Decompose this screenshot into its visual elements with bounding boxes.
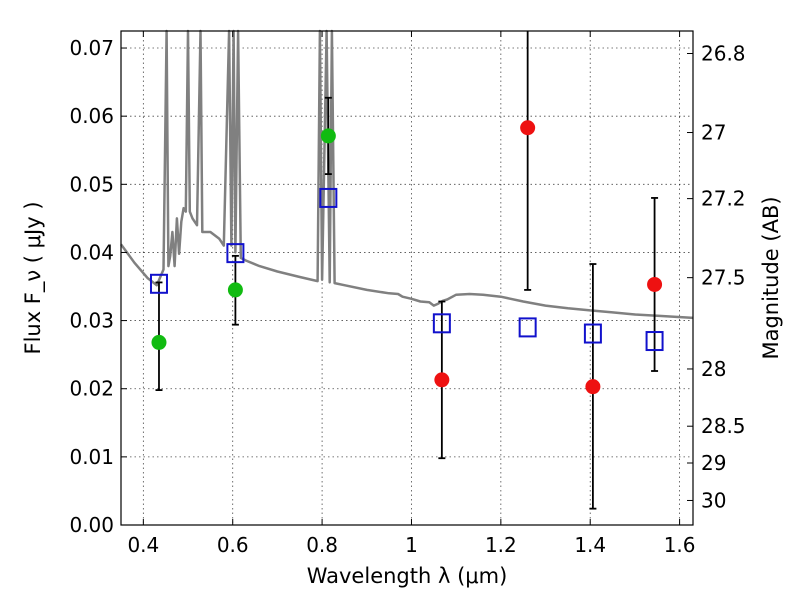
y-tick-label: 0.07 [69,36,114,60]
y-tick-label: 0.02 [69,377,114,401]
sed-curve [119,29,694,320]
observed-flux-point [647,276,663,292]
x-axis-label: Wavelength λ (μm) [307,564,508,588]
observed-flux-point [151,334,167,350]
x-tick-label: 0.8 [306,533,338,557]
plot-frame [120,30,694,526]
y-axis-label: Flux F_ν ( μJy ) [21,201,46,354]
model-flux-square [319,187,338,208]
model-flux-square [432,313,451,334]
y2-tick-label: 26.8 [701,41,746,65]
y-tick-label: 0.00 [69,513,114,537]
observed-flux-point [520,120,536,136]
y2-tick-label: 27 [701,121,726,145]
model-flux-square [149,273,168,294]
y-tick-label: 0.06 [69,104,114,128]
model-flux-square [583,323,602,344]
y2-tick-label: 27.5 [701,266,746,290]
y2-tick-label: 27.2 [701,187,746,211]
observed-flux-point [227,282,243,298]
y2-axis-label: Magnitude (AB) [759,196,783,359]
x-tick-label: 1.4 [574,533,606,557]
y-tick-label: 0.05 [69,172,114,196]
y-tick-label: 0.01 [69,445,114,469]
model-flux-square [645,331,664,352]
y2-tick-label: 28 [701,357,726,381]
x-tick-label: 1.6 [664,533,696,557]
y2-tick-label: 29 [701,451,726,475]
observed-flux-point [434,372,450,388]
axes: 0.4 0.6 0.8 1 1.2 1.4 1.6 0.00 0.01 0.02 0.03 0.04 0… [69,31,746,557]
model-flux-square [518,317,537,338]
x-tick-label: 1.2 [485,533,517,557]
y-tick-label: 0.04 [69,240,114,264]
y2-tick-label: 30 [701,488,726,512]
model-flux-square [226,243,245,264]
data-markers [149,120,664,395]
x-tick-label: 0.6 [217,533,249,557]
observed-flux-point [320,128,336,144]
y-tick-label: 0.03 [69,309,114,333]
observed-flux-point [585,379,601,395]
x-tick-label: 1 [405,533,418,557]
grid [121,31,693,525]
sed-model-line [119,29,694,320]
y2-tick-label: 28.5 [701,414,746,438]
x-tick-label: 0.4 [127,533,159,557]
